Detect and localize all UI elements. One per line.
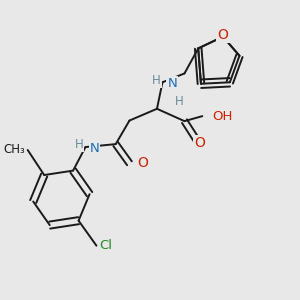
Text: O: O [194,136,205,150]
Text: O: O [218,28,228,42]
Text: H: H [74,138,83,151]
Text: Cl: Cl [99,239,112,252]
Text: N: N [167,77,177,90]
Text: CH₃: CH₃ [3,143,25,157]
Text: N: N [90,142,99,155]
Text: H: H [152,74,161,87]
Text: OH: OH [212,110,232,123]
Text: O: O [138,156,148,170]
Text: H: H [175,95,184,108]
